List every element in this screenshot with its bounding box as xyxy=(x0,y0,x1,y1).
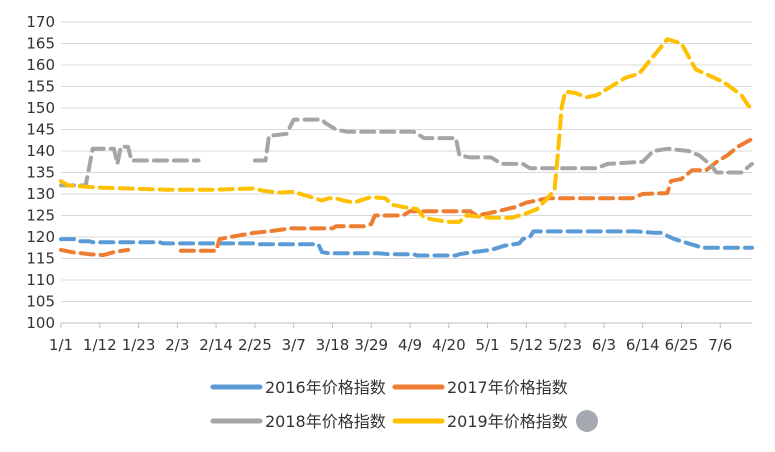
x-tick-label: 5/12 xyxy=(510,336,544,354)
y-tick-label: 120 xyxy=(26,228,55,246)
x-tick-label: 4/9 xyxy=(398,336,422,354)
x-axis-tick-labels: 1/1 1/12 1/23 2/3 2/14 2/25 3/7 3/18 3/29 4/9 4/20… xyxy=(49,336,732,354)
x-tick-label: 1/12 xyxy=(83,336,117,354)
y-tick-label: 140 xyxy=(26,142,55,160)
wechat-icon xyxy=(576,410,598,432)
y-axis-tick-labels: 100 105 110 115 120 125 130 135 140 145 150 155 160 1… xyxy=(26,13,55,332)
y-tick-label: 160 xyxy=(26,56,55,74)
x-tick-label: 2/3 xyxy=(165,336,189,354)
legend-item-2016: 2016年价格指数 xyxy=(210,378,386,397)
legend-label-2019: 2019年价格指数 xyxy=(447,412,568,431)
x-tick-label: 3/29 xyxy=(354,336,388,354)
x-tick-label: 2/25 xyxy=(238,336,272,354)
legend-label-2018: 2018年价格指数 xyxy=(265,412,386,431)
series-line-1 xyxy=(59,247,130,258)
x-tick-label: 5/1 xyxy=(476,336,500,354)
legend: 2016年价格指数 2017年价格指数 2018年价格指数 2019年价格指数 xyxy=(210,378,568,431)
y-tick-label: 125 xyxy=(26,207,55,225)
series-line-2 xyxy=(252,117,754,175)
x-tick-label: 7/6 xyxy=(708,336,732,354)
legend-item-2017: 2017年价格指数 xyxy=(392,378,568,397)
x-tick-label: 6/14 xyxy=(626,336,660,354)
legend-label-2017: 2017年价格指数 xyxy=(447,378,568,397)
y-tick-label: 145 xyxy=(26,121,55,139)
x-tick-label: 4/20 xyxy=(432,336,466,354)
legend-item-2019: 2019年价格指数 xyxy=(392,412,568,431)
series-line-2 xyxy=(59,144,201,188)
y-tick-label: 100 xyxy=(26,314,55,332)
y-tick-label: 150 xyxy=(26,99,55,117)
watermark-right-text: 中国稀金谷大数据 xyxy=(602,412,730,431)
y-tick-label: 170 xyxy=(26,13,55,31)
series-lines xyxy=(59,37,754,258)
legend-item-2018: 2018年价格指数 xyxy=(210,412,386,431)
legend-label-2016: 2016年价格指数 xyxy=(265,378,386,397)
x-tick-label: 3/18 xyxy=(316,336,350,354)
series-line-0 xyxy=(59,229,754,258)
y-tick-label: 130 xyxy=(26,185,55,203)
watermark-right: 中国稀金谷大数据 xyxy=(576,410,730,432)
y-tick-label: 135 xyxy=(26,164,55,182)
x-tick-label: 1/1 xyxy=(49,336,73,354)
x-tick-label: 3/7 xyxy=(282,336,306,354)
y-tick-label: 155 xyxy=(26,78,55,96)
x-tick-label: 5/23 xyxy=(548,336,582,354)
y-tick-label: 105 xyxy=(26,293,55,311)
y-tick-label: 165 xyxy=(26,35,55,53)
series-line-3 xyxy=(59,37,754,224)
x-tick-label: 2/14 xyxy=(199,336,233,354)
x-tick-label: 6/25 xyxy=(665,336,699,354)
x-tick-label: 1/23 xyxy=(122,336,156,354)
x-axis xyxy=(60,322,752,328)
watermark-left: 大歙稀镜 xyxy=(9,428,92,446)
y-tick-label: 110 xyxy=(26,271,55,289)
watermark-logo-icon xyxy=(9,428,27,446)
x-tick-label: 6/3 xyxy=(592,336,616,354)
y-tick-label: 115 xyxy=(26,250,55,268)
watermark-left-text: 大歙稀镜 xyxy=(36,429,92,446)
